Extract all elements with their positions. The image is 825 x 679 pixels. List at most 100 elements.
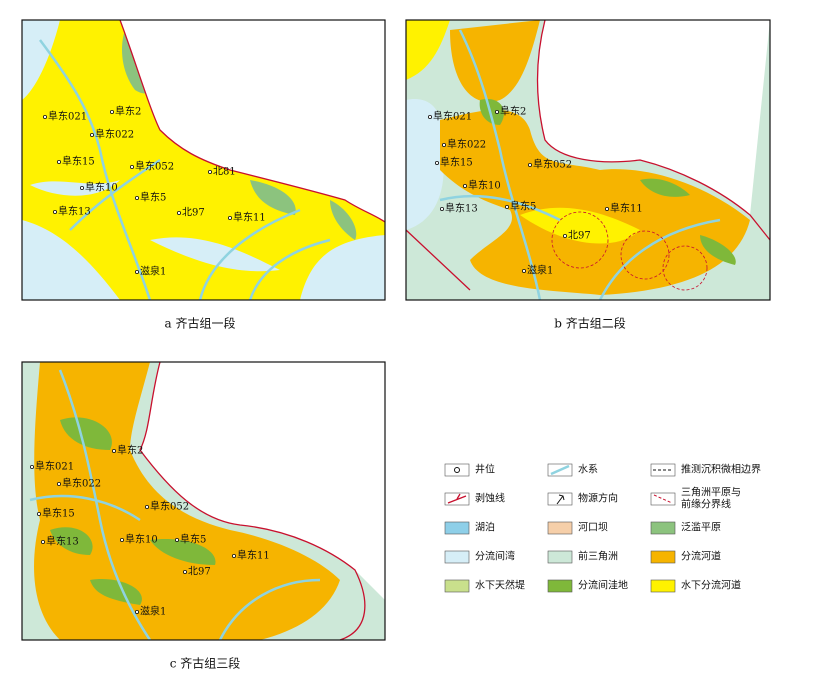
well-marker xyxy=(182,570,187,575)
well-label: 北97 xyxy=(568,230,591,242)
well-marker xyxy=(57,481,62,486)
well-label: 阜东10 xyxy=(85,181,118,194)
well-marker xyxy=(522,268,527,273)
well-marker xyxy=(43,115,48,120)
well-marker xyxy=(129,164,134,169)
well-marker xyxy=(80,185,85,190)
well-marker xyxy=(37,512,42,517)
well-label: 阜东022 xyxy=(62,477,101,490)
caption: c 齐古组三段 xyxy=(170,656,241,671)
well-label: 阜东052 xyxy=(533,158,572,171)
well-label: 滋泉1 xyxy=(140,265,166,278)
legend-swatch xyxy=(547,521,573,535)
legend-label: 分流河道 xyxy=(681,550,721,563)
legend-swatch xyxy=(650,521,676,535)
legend-swatch xyxy=(444,463,470,477)
well-label: 阜东021 xyxy=(433,110,472,123)
legend-label: 推测沉积微相边界 xyxy=(681,463,761,476)
well-label: 阜东5 xyxy=(510,200,536,213)
well-marker xyxy=(427,115,432,120)
legend-swatch xyxy=(444,579,470,593)
caption: b 齐古组二段 xyxy=(554,316,626,331)
well-marker xyxy=(134,610,139,615)
legend-label: 泛滥平原 xyxy=(681,521,721,534)
legend-label: 河口坝 xyxy=(578,522,608,534)
well-label: 阜东5 xyxy=(140,191,166,204)
legend-symbol xyxy=(550,464,570,476)
well-marker xyxy=(528,162,533,167)
well-marker xyxy=(227,215,232,220)
well-marker xyxy=(176,210,181,215)
well-marker xyxy=(434,160,439,165)
well-label: 阜东10 xyxy=(468,179,501,192)
well-marker xyxy=(134,195,139,200)
well-label: 阜东15 xyxy=(440,156,473,169)
panel-b xyxy=(405,19,771,301)
legend-label: 分流间洼地 xyxy=(578,579,628,592)
well-label: 阜东021 xyxy=(35,460,74,473)
well-label: 阜东5 xyxy=(180,533,206,546)
well-marker xyxy=(120,538,125,543)
well-marker xyxy=(134,269,139,274)
well-label: 阜东13 xyxy=(58,205,91,218)
well-label: 阜东13 xyxy=(445,202,478,215)
well-label: 阜东022 xyxy=(95,128,134,141)
well-label: 阜东15 xyxy=(42,507,75,520)
legend-symbol xyxy=(556,494,565,505)
legend-symbol xyxy=(447,493,467,504)
well-label: 阜东022 xyxy=(447,138,486,151)
legend-label: 水系 xyxy=(578,464,598,476)
panel-c xyxy=(21,361,386,641)
legend-label: 前三角洲 xyxy=(578,550,618,563)
legend-swatch xyxy=(444,521,470,535)
legend-swatch xyxy=(547,550,573,564)
well-label: 阜东052 xyxy=(150,500,189,513)
legend-swatch xyxy=(650,579,676,593)
panel-a xyxy=(21,19,386,301)
legend-swatch xyxy=(547,492,573,506)
well-marker xyxy=(57,159,62,164)
well-marker xyxy=(207,169,212,174)
well-label: 阜东15 xyxy=(62,155,95,168)
well-label: 北97 xyxy=(182,207,205,219)
well-marker xyxy=(439,206,444,211)
legend-label: 湖泊 xyxy=(475,522,495,534)
well-label: 滋泉1 xyxy=(140,605,166,618)
legend-label: 水下分流河道 xyxy=(681,579,741,592)
well-label: 阜东11 xyxy=(610,202,643,215)
well-label: 阜东052 xyxy=(135,160,174,173)
well-label: 阜东2 xyxy=(115,105,141,118)
legend-swatch xyxy=(444,550,470,564)
well-marker xyxy=(231,554,236,559)
legend-label: 分流间湾 xyxy=(475,550,515,563)
caption: a 齐古组一段 xyxy=(165,316,236,331)
well-marker xyxy=(174,538,179,543)
well-label: 北81 xyxy=(213,166,236,178)
legend-label: 剥蚀线 xyxy=(475,492,505,505)
well-marker xyxy=(144,504,149,509)
well-label: 阜东13 xyxy=(46,535,79,548)
legend-symbol xyxy=(454,467,460,473)
well-marker xyxy=(29,464,34,469)
well-marker xyxy=(41,540,46,545)
well-marker xyxy=(441,142,446,147)
well-marker xyxy=(90,132,95,137)
well-label: 阜东10 xyxy=(125,533,158,546)
well-label: 阜东021 xyxy=(48,110,87,123)
legend-label: 物源方向 xyxy=(578,492,618,505)
well-marker xyxy=(504,204,509,209)
legend-label: 前缘分界线 xyxy=(681,498,731,511)
legend-label: 井位 xyxy=(475,463,495,476)
well-marker xyxy=(462,183,467,188)
well-label: 阜东2 xyxy=(117,444,143,457)
well-marker xyxy=(53,209,58,214)
well-marker xyxy=(563,233,568,238)
legend-swatch xyxy=(650,550,676,564)
well-marker xyxy=(494,110,499,115)
well-label: 阜东11 xyxy=(237,549,270,562)
legend-swatch xyxy=(547,579,573,593)
well-label: 北97 xyxy=(188,566,211,578)
well-label: 滋泉1 xyxy=(527,264,553,277)
